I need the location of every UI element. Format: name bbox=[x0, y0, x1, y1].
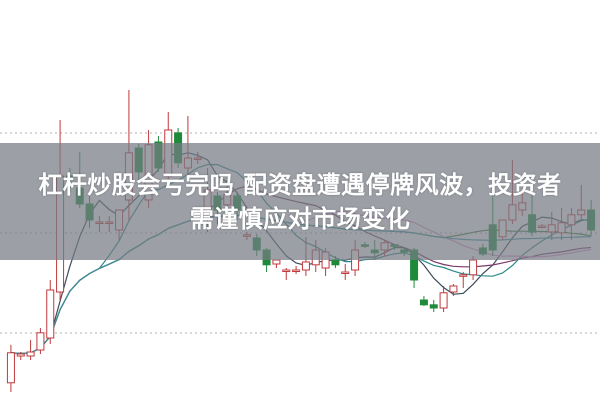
candle bbox=[429, 300, 438, 312]
headline-banner: 杠杆炒股会亏完吗 配资盘遭遇停牌风波，投资者 需谨慎应对市场变化 bbox=[0, 143, 600, 260]
candle bbox=[292, 266, 301, 274]
candle bbox=[459, 272, 468, 288]
candle-body bbox=[419, 299, 428, 306]
candle-body bbox=[301, 261, 310, 271]
candle-body bbox=[449, 285, 458, 293]
candle bbox=[36, 328, 45, 354]
candle-body bbox=[46, 289, 55, 339]
candle bbox=[6, 344, 15, 392]
candle bbox=[439, 286, 448, 312]
candle bbox=[341, 264, 350, 280]
candle bbox=[272, 259, 281, 268]
candle-body bbox=[36, 332, 45, 351]
candle bbox=[419, 296, 428, 306]
candle-body bbox=[26, 351, 35, 357]
candle bbox=[26, 340, 35, 360]
candle-body bbox=[292, 269, 301, 272]
candle bbox=[282, 268, 291, 280]
candle-body bbox=[341, 271, 350, 274]
candle-body bbox=[429, 304, 438, 309]
candle-body bbox=[282, 269, 291, 272]
candle bbox=[46, 280, 55, 344]
candle-body bbox=[272, 259, 281, 265]
candle-body bbox=[16, 353, 25, 357]
candle bbox=[449, 284, 458, 296]
candle bbox=[16, 352, 25, 360]
candle-body bbox=[6, 352, 15, 384]
headline-line-2: 需谨慎应对市场变化 bbox=[189, 204, 411, 233]
candle-body bbox=[459, 274, 468, 277]
candle-body bbox=[469, 259, 478, 276]
candle-body bbox=[439, 292, 448, 309]
headline-line-1: 杠杆炒股会亏完吗 配资盘遭遇停牌风波，投资者 bbox=[38, 170, 562, 199]
candle bbox=[469, 256, 478, 280]
candle-body bbox=[331, 259, 340, 266]
